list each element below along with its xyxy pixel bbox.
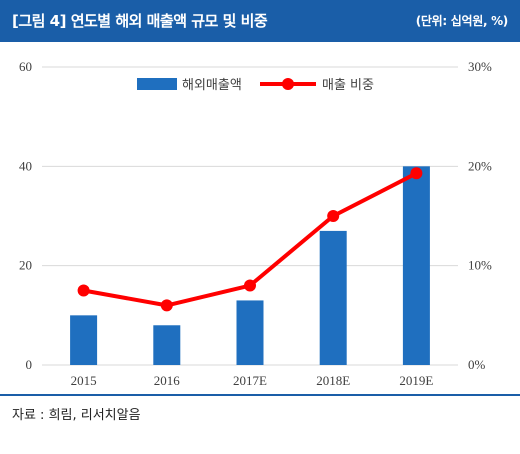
line-point: [410, 167, 423, 180]
y-left-tick-label: 0: [26, 357, 33, 372]
y-right-tick-label: 0%: [468, 357, 486, 372]
y-right-tick-label: 30%: [468, 59, 492, 74]
chart-title: [그림 4] 연도별 해외 매출액 규모 및 비중: [12, 12, 268, 30]
source-note: 자료 : 희림, 리서치알음: [12, 408, 141, 423]
x-tick-label: 2018E: [316, 373, 350, 388]
bar: [153, 325, 181, 365]
unit-label: (단위: 십억원, %): [415, 14, 509, 28]
legend-line-marker: [282, 78, 294, 90]
x-tick-label: 2017E: [233, 373, 267, 388]
chart-footer: 자료 : 희림, 리서치알음: [0, 394, 520, 454]
bar: [319, 230, 347, 365]
y-right-tick-label: 20%: [468, 158, 492, 173]
legend-bar-label: 해외매출액: [182, 78, 242, 93]
bar: [402, 166, 430, 365]
legend-line-label: 매출 비중: [322, 78, 374, 93]
bar: [70, 315, 98, 365]
line-point: [327, 210, 340, 222]
x-tick-label: 2016: [154, 373, 181, 388]
y-right-tick-label: 10%: [468, 258, 492, 273]
y-left-tick-label: 40: [19, 158, 32, 173]
bar: [236, 300, 264, 365]
chart-area: 0 20 40 60 0% 10% 20% 30% 2015 2016 2017E 2018E 2019…: [0, 42, 520, 394]
chart-header: [그림 4] 연도별 해외 매출액 규모 및 비중 (단위: 십억원, %): [0, 0, 520, 42]
line-point: [77, 284, 90, 297]
y-left-tick-label: 20: [19, 258, 32, 273]
chart-svg: 0 20 40 60 0% 10% 20% 30% 2015 2016 2017E 2018E 2019…: [19, 59, 492, 388]
x-tick-label: 2015: [71, 373, 97, 388]
line-point: [244, 279, 256, 292]
x-tick-label: 2019E: [399, 373, 433, 388]
y-left-tick-label: 60: [19, 59, 32, 74]
line-point: [160, 299, 173, 312]
legend-bar-swatch: [137, 78, 177, 90]
